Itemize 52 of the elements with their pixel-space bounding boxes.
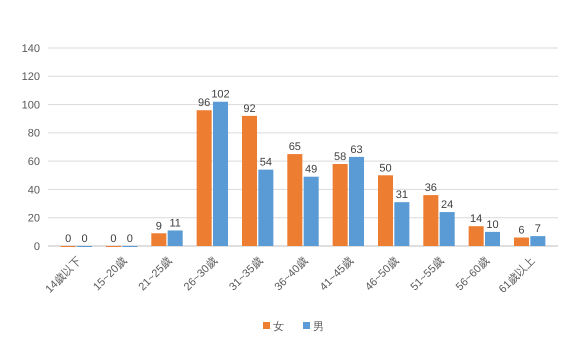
bar [394,202,410,246]
bar [378,175,394,246]
y-tick-label: 20 [28,212,40,225]
data-label: 65 [288,141,301,154]
data-label: 54 [260,156,272,169]
data-label: 0 [110,233,117,245]
y-tick-label: 40 [28,184,40,196]
x-tick-label: 61歲以上 [496,254,538,296]
bar [212,102,228,246]
data-label: 96 [198,97,210,110]
y-tick-label: 0 [34,240,40,253]
data-label: 102 [211,88,230,101]
bar [514,238,530,246]
x-tick-label: 14歲以下 [42,254,84,296]
data-label: 0 [65,233,72,245]
bar [332,164,348,246]
bar [168,230,183,246]
y-tick-label: 100 [22,99,40,112]
y-tick-label: 60 [28,156,40,168]
data-label: 31 [396,189,408,202]
data-label: 50 [379,162,392,174]
data-label: 9 [156,220,162,232]
bar [530,236,546,246]
bar [304,176,319,246]
data-label: 24 [441,199,454,212]
y-tick-label: 140 [22,42,40,55]
bar [287,154,302,246]
bar [484,232,500,246]
y-tick-label: 120 [22,71,40,84]
data-label: 63 [350,144,363,156]
bar [151,233,166,246]
data-label: 14 [470,213,482,226]
bar [468,226,484,246]
legend-label: 女 [273,320,284,333]
data-label: 58 [334,150,346,163]
bar [348,156,364,246]
data-label: 6 [518,224,525,237]
bar [258,170,274,246]
bar [423,195,438,246]
bar [196,110,212,246]
data-label: 10 [486,218,499,231]
data-label: 0 [81,233,88,245]
data-label: 11 [169,217,181,230]
bar [242,116,258,246]
data-label: 36 [424,182,437,194]
bar [440,212,455,246]
y-tick-label: 80 [28,128,40,140]
data-label: 0 [126,233,133,245]
legend-label: 男 [313,320,324,333]
data-label: 92 [243,102,256,115]
data-label: 49 [305,164,318,176]
data-label: 7 [534,223,541,236]
